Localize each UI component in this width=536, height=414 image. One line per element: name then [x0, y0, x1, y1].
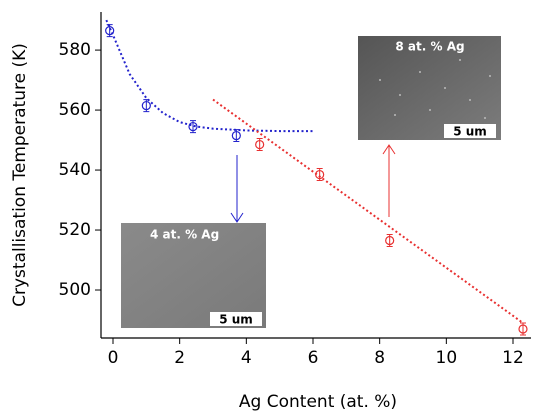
- x-tick-label: 8: [374, 348, 385, 368]
- fit-line: [106, 20, 313, 131]
- scale-label: 5 um: [219, 313, 253, 327]
- x-tick-label: 6: [308, 348, 319, 368]
- page: {"chart_data": { "type": "scatter", "x_l…: [0, 0, 536, 414]
- x-tick-label: 12: [502, 348, 524, 368]
- y-tick-label: 520: [59, 220, 91, 240]
- y-tick-label: 500: [59, 280, 91, 300]
- inset-label: 4 at. % Ag: [150, 228, 219, 242]
- inset-label: 8 at. % Ag: [395, 40, 464, 54]
- y-tick-label: 560: [59, 100, 91, 120]
- y-axis-label: Crystallisation Temperature (K): [10, 43, 30, 307]
- chart: Ag Content (at. %) Crystallisation Tempe…: [0, 0, 536, 414]
- scale-label: 5 um: [453, 125, 487, 139]
- inset-image: 4 at. % Ag 5 um: [121, 223, 266, 328]
- x-axis-label: Ag Content (at. %): [239, 392, 397, 412]
- x-tick-label: 10: [436, 348, 458, 368]
- y-tick-label: 540: [59, 160, 91, 180]
- inset-image: 8 at. % Ag 5 um: [358, 36, 501, 140]
- x-tick-label: 0: [108, 348, 119, 368]
- x-tick-label: 4: [241, 348, 252, 368]
- y-tick-label: 580: [59, 40, 91, 60]
- x-tick-label: 2: [174, 348, 185, 368]
